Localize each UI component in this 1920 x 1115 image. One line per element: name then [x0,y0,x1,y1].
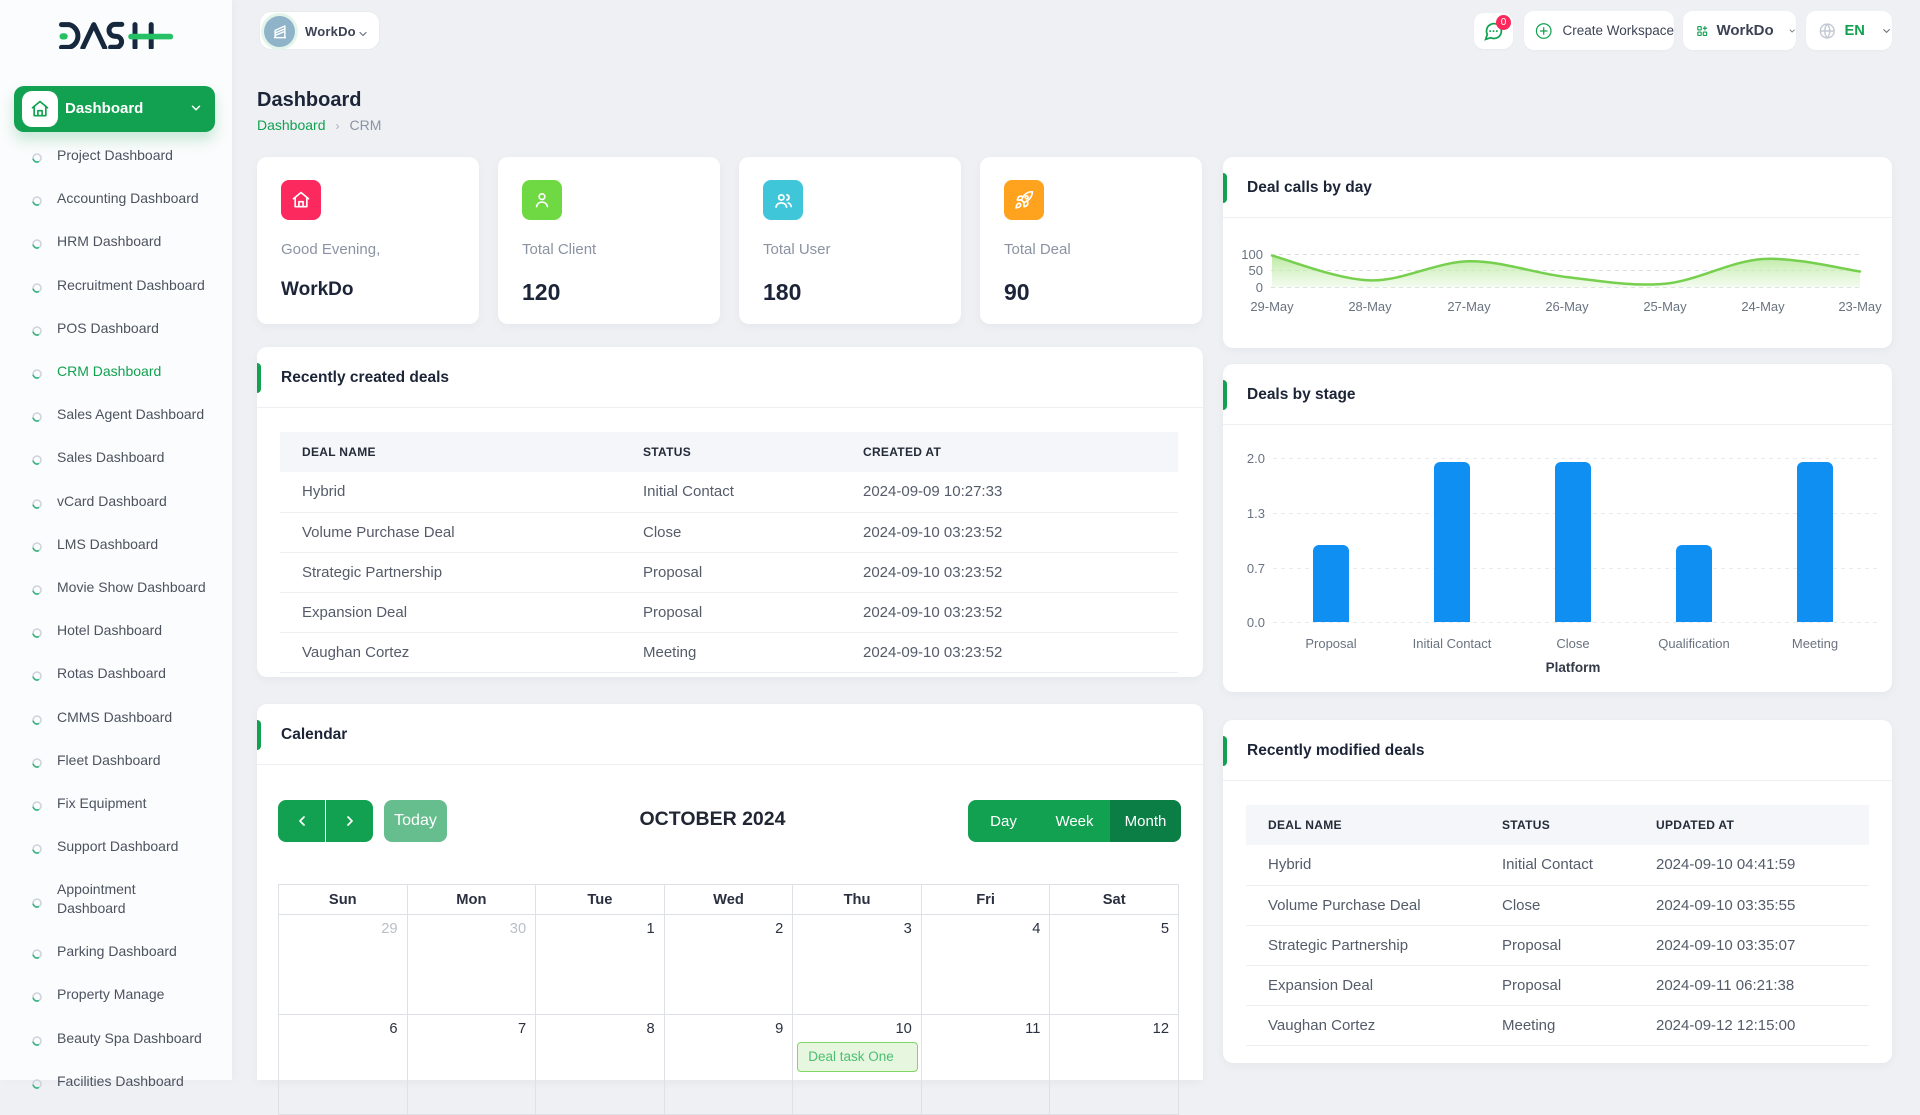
svg-text:2.0: 2.0 [1247,451,1265,466]
svg-text:23-May: 23-May [1838,299,1882,314]
svg-text:24-May: 24-May [1741,299,1785,314]
svg-text:Initial Contact: Initial Contact [1413,636,1492,651]
svg-text:50: 50 [1249,263,1263,278]
svg-text:Proposal: Proposal [1305,636,1356,651]
svg-text:100: 100 [1241,247,1263,262]
svg-text:29-May: 29-May [1250,299,1294,314]
svg-text:28-May: 28-May [1348,299,1392,314]
svg-text:0.0: 0.0 [1247,615,1265,630]
svg-text:Close: Close [1556,636,1589,651]
svg-text:1.3: 1.3 [1247,506,1265,521]
svg-text:Meeting: Meeting [1792,636,1838,651]
svg-text:25-May: 25-May [1643,299,1687,314]
svg-text:Platform: Platform [1546,660,1601,675]
svg-text:0.7: 0.7 [1247,561,1265,576]
svg-text:Qualification: Qualification [1658,636,1730,651]
svg-text:26-May: 26-May [1545,299,1589,314]
svg-text:0: 0 [1256,280,1263,295]
svg-text:27-May: 27-May [1447,299,1491,314]
